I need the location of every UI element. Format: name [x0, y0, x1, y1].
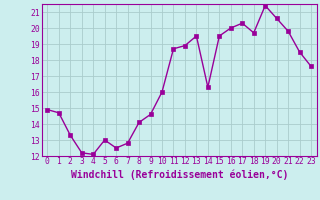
X-axis label: Windchill (Refroidissement éolien,°C): Windchill (Refroidissement éolien,°C) [70, 169, 288, 180]
